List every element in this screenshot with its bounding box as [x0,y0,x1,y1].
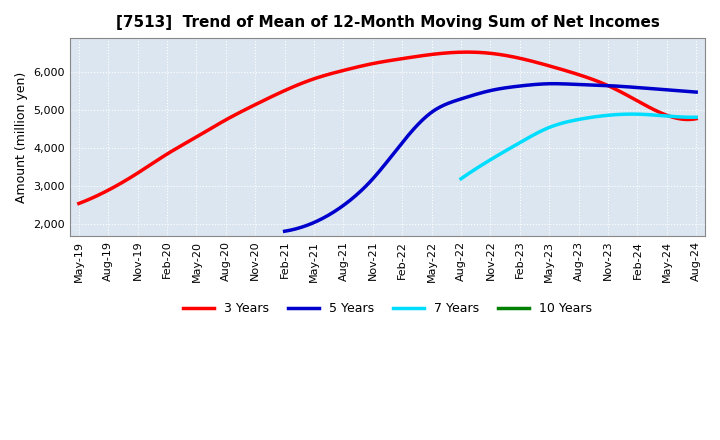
Y-axis label: Amount (million yen): Amount (million yen) [15,71,28,202]
Title: [7513]  Trend of Mean of 12-Month Moving Sum of Net Incomes: [7513] Trend of Mean of 12-Month Moving … [116,15,660,30]
Legend: 3 Years, 5 Years, 7 Years, 10 Years: 3 Years, 5 Years, 7 Years, 10 Years [178,297,598,320]
